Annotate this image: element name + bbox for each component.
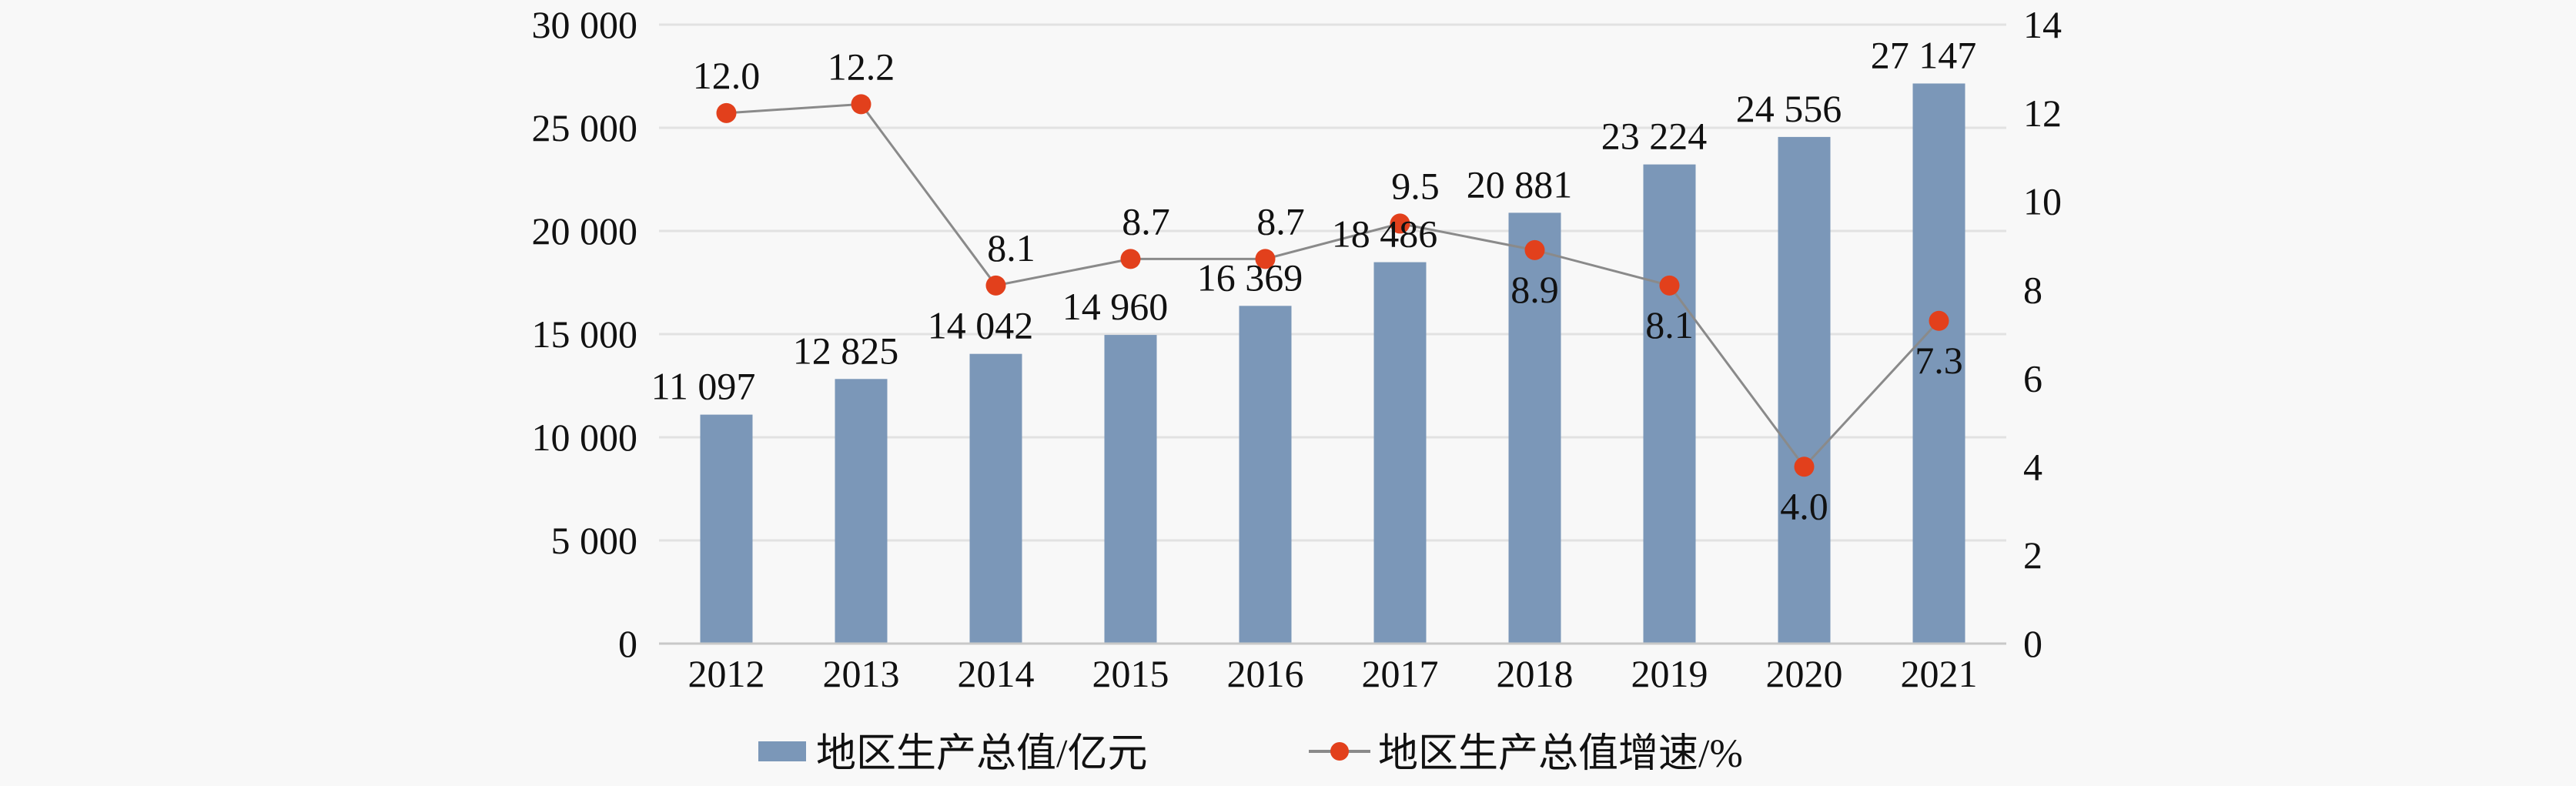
y-right-tick-label: 10 [2023,180,2062,223]
y-left-tick-label: 15 000 [532,313,638,356]
growth-value-label: 8.7 [1122,199,1170,242]
x-tick-label: 2012 [688,652,765,695]
legend-bar-swatch [758,741,806,761]
bar-series [700,83,1965,644]
bar [1508,212,1561,644]
x-tick-label: 2021 [1901,652,1978,695]
y-right-tick-label: 14 [2023,3,2062,46]
legend-line-label: 地区生产总值增速/% [1378,732,1743,776]
x-tick-label: 2019 [1631,652,1708,695]
bar-value-label: 18 486 [1332,212,1438,256]
bar-value-label: 14 960 [1062,285,1169,328]
bar-value-label: 27 147 [1871,33,1977,76]
bar-value-label: 20 881 [1467,162,1573,206]
bar [1104,335,1157,644]
growth-value-label: 8.7 [1256,199,1305,242]
x-tick-label: 2015 [1092,652,1169,695]
growth-value-label: 12.2 [828,45,895,88]
growth-marker [1659,275,1680,296]
data-labels: 11 097 12 825 14 042 14 960 16 369 18 486 20 8… [651,33,1977,527]
growth-marker [1794,457,1815,477]
growth-value-label: 12.0 [693,54,761,97]
growth-value-label: 4.0 [1780,484,1828,527]
growth-value-label: 9.5 [1391,164,1440,207]
y-right-tick-label: 4 [2023,445,2042,488]
line-series [716,94,1949,477]
growth-marker [716,102,737,123]
y-left-tick-label: 5 000 [551,519,638,562]
bar-value-label: 23 224 [1601,115,1708,158]
bar [1643,164,1696,644]
y-left-tick-label: 0 [618,622,637,665]
x-tick-label: 2013 [823,652,900,695]
y-right-tick-label: 12 [2023,92,2062,135]
legend-marker-icon [1330,742,1349,761]
y-right-tick-label: 6 [2023,356,2042,400]
growth-line [726,102,1940,469]
bar [1239,306,1292,644]
legend-bar-label: 地区生产总值/亿元 [816,732,1147,776]
y-right-tick-label: 2 [2023,533,2042,577]
growth-marker [1120,249,1141,269]
growth-marker [1929,310,1949,331]
x-tick-label: 2020 [1766,652,1843,695]
legend: 地区生产总值/亿元 地区生产总值增速/% [758,732,1743,776]
bar-value-label: 12 825 [793,329,899,372]
y-right-tick-label: 8 [2023,269,2042,312]
growth-value-label: 8.1 [1645,303,1694,346]
bar-value-label: 16 369 [1197,256,1303,299]
x-tick-label: 2016 [1227,652,1304,695]
x-tick-label: 2018 [1497,652,1574,695]
growth-marker [1390,213,1410,234]
bar-value-label: 24 556 [1736,87,1842,130]
y-left-tick-label: 10 000 [532,416,638,459]
growth-marker [851,94,871,115]
x-tick-label: 2017 [1362,652,1439,695]
bar [1912,83,1965,644]
y-left-tick-label: 25 000 [532,106,638,149]
bar-value-label: 14 042 [928,304,1034,347]
bar [1373,262,1427,644]
bar [835,379,888,644]
y-left-tick-label: 20 000 [532,209,638,253]
bar-value-label: 11 097 [651,365,756,408]
bar [700,414,753,644]
bar [969,353,1022,644]
growth-value-label: 8.9 [1510,268,1559,311]
growth-marker [1255,249,1276,269]
x-tick-label: 2014 [958,652,1035,695]
y-left-tick-label: 30 000 [532,3,638,46]
bar [1778,136,1831,644]
growth-value-label: 8.1 [987,226,1035,269]
growth-marker [985,275,1006,296]
axes: 0 5 000 10 000 15 000 20 000 25 000 30 000 0 2 4 6… [532,3,2062,695]
y-right-tick-label: 0 [2023,622,2042,665]
growth-value-label: 7.3 [1915,339,1963,382]
growth-marker [1524,239,1545,260]
